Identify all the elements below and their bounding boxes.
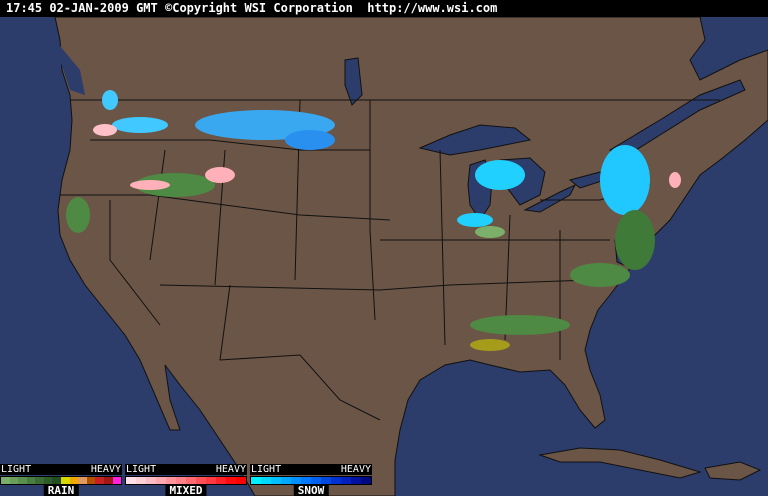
rain-echo	[135, 173, 215, 197]
cuba	[538, 447, 702, 479]
vancouver-island	[55, 40, 85, 95]
legend-light-label: LIGHT	[1, 464, 32, 475]
legend-swatch	[176, 477, 186, 484]
legend-swatch	[271, 477, 281, 484]
hispaniola	[704, 461, 762, 481]
rain-echo	[570, 263, 630, 287]
legend-light-label: LIGHT	[126, 464, 157, 475]
legend-swatch	[361, 477, 371, 484]
legend-swatch	[311, 477, 321, 484]
legend-snow: LIGHT HEAVY SNOW	[250, 464, 372, 496]
timezone: GMT	[136, 1, 158, 15]
legend-swatch	[35, 477, 44, 484]
legend-rain: LIGHT HEAVY RAIN	[0, 464, 122, 496]
legend-swatch	[351, 477, 361, 484]
legend-color-bar	[250, 476, 372, 485]
legend-swatch	[146, 477, 156, 484]
precipitation-echoes	[66, 90, 681, 351]
legend-swatch	[196, 477, 206, 484]
legend-swatch	[226, 477, 236, 484]
timestamp-date: 02-JAN-2009	[49, 1, 129, 15]
legend-heavy-label: HEAVY	[215, 464, 246, 475]
legend-color-bar	[0, 476, 122, 485]
legend-swatch	[331, 477, 341, 484]
legend-swatch	[78, 477, 87, 484]
legend-swatch	[216, 477, 226, 484]
snow-echo	[112, 117, 168, 133]
source-url[interactable]: http://www.wsi.com	[367, 1, 498, 15]
legend-swatch	[95, 477, 104, 484]
legend-mixed: LIGHT HEAVY MIXED	[125, 464, 247, 496]
legend-swatch	[341, 477, 351, 484]
legend-swatch	[1, 477, 10, 484]
legend-swatch	[261, 477, 271, 484]
timestamp-time: 17:45	[6, 1, 43, 15]
legend-name: MIXED	[165, 485, 207, 496]
mixed-echo	[93, 124, 117, 136]
copyright: ©Copyright WSI Corporation	[165, 1, 353, 15]
legend-heavy-label: HEAVY	[340, 464, 371, 475]
legend-light-label: LIGHT	[251, 464, 282, 475]
snow-echo	[475, 160, 525, 190]
rain-echo	[615, 210, 655, 270]
snow-echo	[600, 145, 650, 215]
mixed-echo	[205, 167, 235, 183]
legend-swatch	[126, 477, 136, 484]
legend-swatch	[26, 477, 36, 484]
legend-swatch	[43, 477, 53, 484]
legend-swatch	[9, 477, 19, 484]
rain-echo	[470, 315, 570, 335]
legend-name: SNOW	[293, 485, 329, 496]
legend-swatch	[69, 477, 79, 484]
legend-swatch	[112, 477, 122, 484]
legend-color-bar	[125, 476, 247, 485]
rain-echo	[66, 197, 90, 233]
legend-swatch	[61, 477, 70, 484]
legend-swatch	[86, 477, 96, 484]
mixed-echo	[669, 172, 681, 188]
legend-swatch	[166, 477, 176, 484]
snow-echo	[457, 213, 493, 227]
legend-swatch	[206, 477, 216, 484]
legend-swatch	[52, 477, 62, 484]
legend-swatch	[18, 477, 27, 484]
legend-swatch	[251, 477, 261, 484]
lake-erie	[523, 183, 577, 213]
lake-superior	[418, 124, 532, 156]
legend-swatch	[281, 477, 291, 484]
legend-swatch	[103, 477, 113, 484]
legend-swatch	[186, 477, 196, 484]
timestamp-copyright-bar: 17:45 02-JAN-2009 GMT ©Copyright WSI Cor…	[0, 0, 768, 17]
legend-swatch	[156, 477, 166, 484]
legend-swatch	[136, 477, 146, 484]
legend-name: RAIN	[43, 485, 79, 496]
mixed-echo	[130, 180, 170, 190]
snow-echo	[285, 130, 335, 150]
legend-swatch	[291, 477, 301, 484]
legend-swatch	[321, 477, 331, 484]
rain-echo	[475, 226, 505, 238]
legend-swatch	[236, 477, 246, 484]
legend-swatch	[301, 477, 311, 484]
rain-echo	[470, 339, 510, 351]
snow-echo	[102, 90, 118, 110]
legend-heavy-label: HEAVY	[90, 464, 121, 475]
